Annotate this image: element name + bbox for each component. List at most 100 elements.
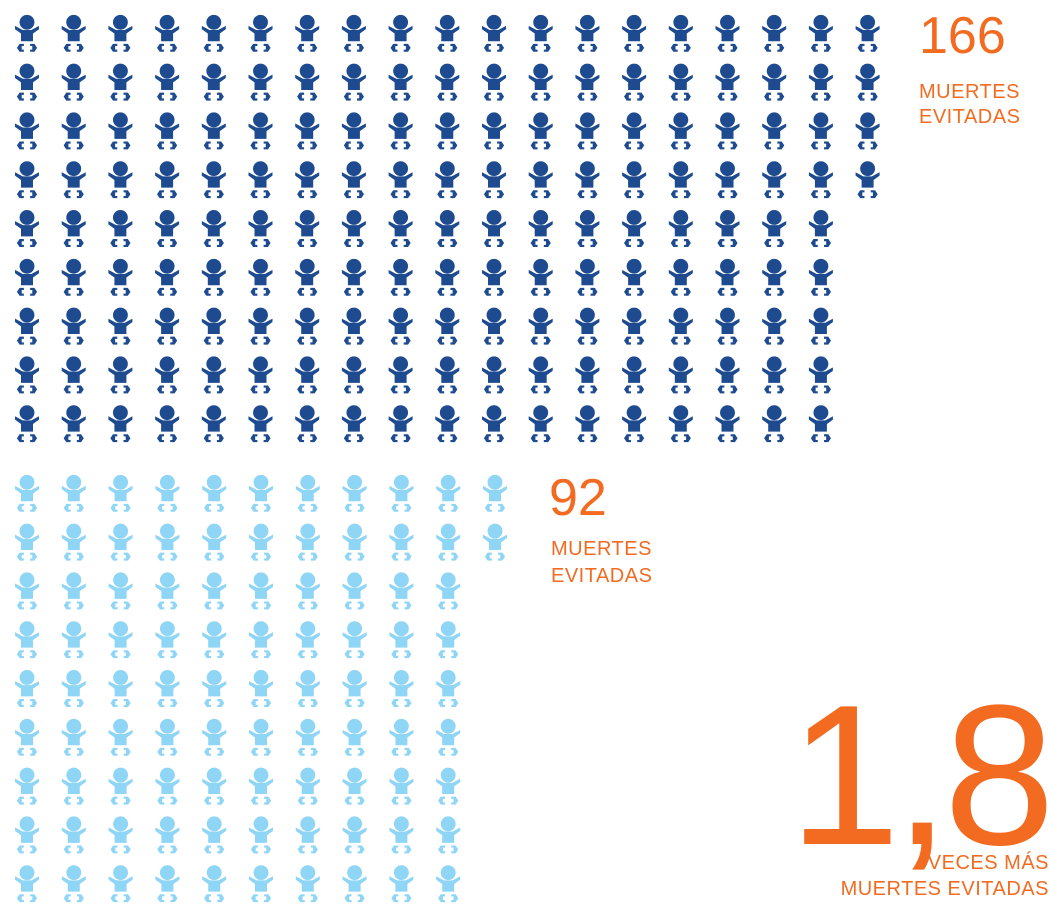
- baby-icon-high: [388, 112, 413, 150]
- baby-icon-high: [201, 63, 226, 101]
- baby-icon-high: [248, 14, 273, 52]
- baby-icon-high: [15, 14, 39, 52]
- baby-icon-high: [668, 258, 693, 296]
- baby-icon-high: [762, 63, 787, 101]
- baby-icon-low: [202, 718, 227, 756]
- baby-icon-low: [295, 621, 320, 659]
- baby-icon-low: [61, 816, 86, 854]
- baby-icon-high: [808, 161, 833, 199]
- baby-icon-low: [61, 670, 86, 707]
- baby-icon-low: [15, 572, 39, 610]
- baby-icon-low: [61, 572, 86, 610]
- baby-icon-high: [528, 307, 553, 345]
- baby-icon-low: [389, 767, 414, 805]
- baby-icon-high: [155, 356, 180, 394]
- baby-icon-high: [762, 258, 787, 296]
- baby-icon-high: [341, 307, 366, 345]
- baby-icon-high: [482, 14, 506, 52]
- ratio-label-line1: VECES MÁS: [927, 852, 1049, 874]
- baby-icon-high: [248, 63, 273, 101]
- baby-icon-low: [108, 865, 133, 903]
- baby-icon-high: [575, 210, 600, 247]
- baby-icon-high: [201, 356, 226, 394]
- baby-icon-high: [435, 210, 460, 247]
- baby-icon-low: [249, 572, 273, 610]
- baby-icon-high: [155, 112, 180, 150]
- baby-icon-low: [155, 767, 180, 805]
- baby-icon-high: [155, 14, 180, 52]
- baby-icon-low: [61, 767, 86, 805]
- baby-icon-high: [61, 307, 86, 345]
- baby-icon-low: [436, 767, 461, 805]
- baby-icon-low: [155, 670, 180, 707]
- baby-icon-high: [435, 307, 460, 345]
- baby-icon-high: [762, 405, 787, 443]
- baby-icon-low: [342, 718, 367, 756]
- baby-icon-high: [715, 112, 740, 150]
- baby-icon-high: [715, 63, 740, 101]
- baby-icon-low: [436, 572, 461, 610]
- baby-icon-high: [482, 307, 506, 345]
- baby-icon-high: [341, 210, 366, 247]
- baby-icon-low: [202, 865, 227, 903]
- baby-icon-high: [622, 14, 647, 52]
- baby-icon-high: [808, 14, 833, 52]
- baby-icon-high: [622, 63, 647, 101]
- baby-icon-low: [389, 621, 414, 659]
- baby-icon-high: [435, 258, 460, 296]
- baby-icon-low: [61, 474, 86, 512]
- baby-icon-high: [295, 307, 320, 345]
- baby-icon-high: [108, 63, 133, 101]
- baby-icon-high: [388, 258, 413, 296]
- baby-icon-high: [668, 356, 693, 394]
- baby-icon-high: [715, 14, 740, 52]
- baby-icon-high: [61, 112, 86, 150]
- baby-icon-low: [15, 865, 39, 903]
- baby-icon-low: [389, 523, 414, 561]
- baby-icon-low: [61, 523, 86, 561]
- baby-icon-high: [622, 210, 647, 247]
- baby-icon-high: [248, 405, 273, 443]
- baby-icon-high: [155, 63, 180, 101]
- baby-icon-high: [808, 112, 833, 150]
- baby-icon-high: [435, 405, 460, 443]
- value-label-low: 92: [549, 469, 607, 527]
- baby-icon-high: [715, 307, 740, 345]
- baby-icon-high: [201, 405, 226, 443]
- baby-icon-high: [855, 14, 880, 52]
- baby-icon-high: [61, 356, 86, 394]
- baby-icon-low: [155, 816, 180, 854]
- baby-icon-high: [61, 63, 86, 101]
- baby-icon-high: [155, 258, 180, 296]
- baby-icon-low: [342, 523, 367, 561]
- baby-icon-high: [341, 405, 366, 443]
- baby-icon-low: [155, 523, 180, 561]
- baby-icon-high: [155, 210, 180, 247]
- baby-icon-low: [108, 767, 133, 805]
- baby-icon-high: [341, 14, 366, 52]
- baby-icon-low: [295, 816, 320, 854]
- baby-icon-high: [435, 112, 460, 150]
- baby-icon-low: [295, 718, 320, 756]
- baby-icon-high: [15, 307, 39, 345]
- baby-icon-high: [528, 161, 553, 199]
- baby-icon-low: [15, 767, 39, 805]
- baby-icon-high: [528, 14, 553, 52]
- baby-icon-low: [342, 474, 367, 512]
- baby-icon-high: [808, 258, 833, 296]
- baby-icon-high: [388, 210, 413, 247]
- baby-icon-high: [668, 161, 693, 199]
- baby-icon-high: [295, 356, 320, 394]
- baby-icon-high: [108, 112, 133, 150]
- baby-icon-high: [15, 258, 39, 296]
- baby-icon-high: [15, 210, 39, 247]
- baby-icon-low: [249, 767, 273, 805]
- baby-icon-high: [715, 161, 740, 199]
- baby-icon-low: [342, 816, 367, 854]
- baby-icon-high: [108, 210, 133, 247]
- baby-icon-high: [295, 112, 320, 150]
- baby-icon-low: [108, 523, 133, 561]
- baby-icon-high: [528, 63, 553, 101]
- baby-icon-high: [622, 356, 647, 394]
- baby-icon-high: [528, 405, 553, 443]
